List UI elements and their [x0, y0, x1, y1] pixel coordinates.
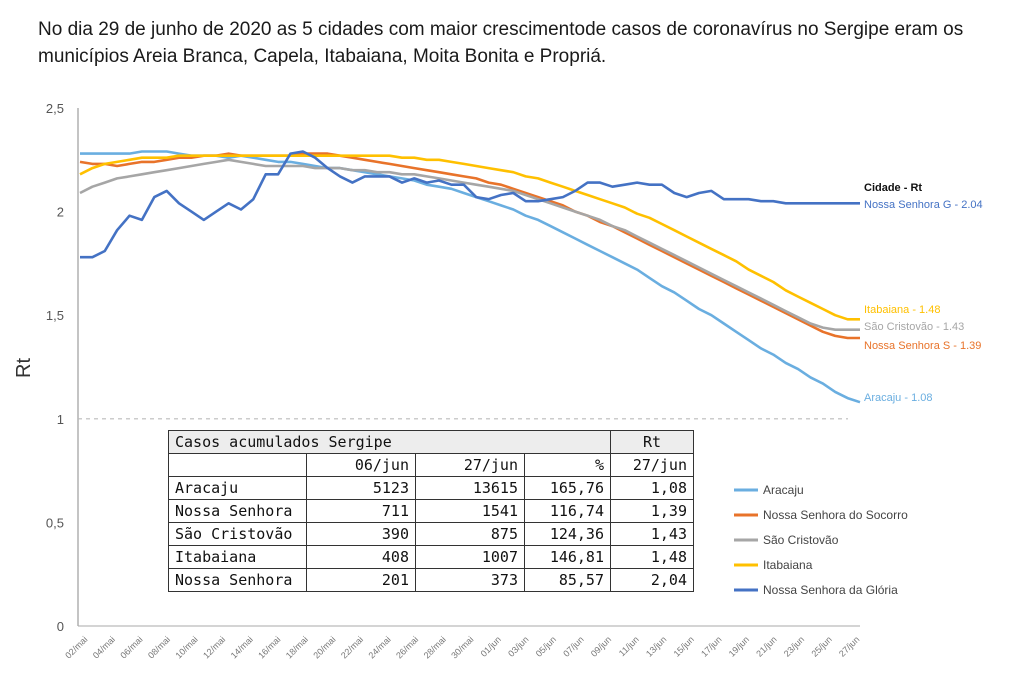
table-cell: 165,76 [524, 476, 611, 500]
x-tick-label: 24/mai [367, 634, 393, 660]
table-cell: 85,57 [524, 568, 611, 592]
table-cell: 390 [306, 522, 416, 546]
x-tick-label: 03/jun [506, 634, 530, 658]
table-title-row: Casos acumulados Sergipe Rt [168, 430, 694, 454]
x-tick-label: 09/jun [589, 634, 613, 658]
x-tick-label: 25/jun [809, 634, 833, 658]
x-tick-label: 13/jun [644, 634, 668, 658]
x-tick-label: 17/jun [699, 634, 723, 658]
table-cell: 201 [306, 568, 416, 592]
table-header-row: 06/jun 27/jun % 27/jun [168, 453, 694, 477]
legend-label: Itabaiana [763, 558, 813, 572]
x-tick-label: 07/jun [561, 634, 585, 658]
table-cell: 1,43 [610, 522, 694, 546]
end-label: Nossa Senhora G - 2.04 [864, 199, 983, 211]
y-axis-label: Rt [13, 358, 35, 378]
end-label: Nossa Senhora S - 1.39 [864, 340, 981, 352]
x-tick-label: 19/jun [727, 634, 751, 658]
series-line-3 [79, 154, 860, 321]
table-row: Itabaiana 408 1007 146,81 1,48 [168, 545, 694, 569]
x-tick-label: 28/mai [422, 634, 448, 660]
x-tick-label: 22/mai [339, 634, 365, 660]
x-tick-label: 16/mai [256, 634, 282, 660]
y-tick-label: 0,5 [46, 515, 64, 530]
end-labels-title: Cidade - Rt [864, 182, 922, 194]
table-header-cell [168, 453, 307, 477]
table-cell: 1,48 [610, 545, 694, 569]
y-tick-label: 1 [57, 412, 64, 427]
x-tick-label: 26/mai [394, 634, 420, 660]
x-tick-label: 06/mai [118, 634, 144, 660]
x-tick-label: 04/mai [91, 634, 117, 660]
table-header-cell: 06/jun [306, 453, 416, 477]
x-tick-label: 27/jun [837, 634, 861, 658]
x-tick-label: 05/jun [534, 634, 558, 658]
x-tick-label: 14/mai [229, 634, 255, 660]
table-cell: 13615 [415, 476, 525, 500]
chart-end-labels: Cidade - Rt Aracaju - 1.08 Nossa Senhora S… [864, 182, 983, 404]
table-cell: 1007 [415, 545, 525, 569]
y-tick-label: 1,5 [46, 308, 64, 323]
chart-legend: Aracaju Nossa Senhora do Socorro São Crist… [734, 483, 908, 597]
legend-label: Nossa Senhora da Glória [763, 583, 898, 597]
x-tick-label: 21/jun [754, 634, 778, 658]
y-tick-label: 2 [57, 205, 64, 220]
table-row: Nossa Senhora 711 1541 116,74 1,39 [168, 499, 694, 523]
chart-series [79, 150, 861, 404]
series-line-2 [79, 158, 860, 332]
legend-label: Aracaju [763, 483, 804, 497]
x-tick-label: 12/mai [201, 634, 227, 660]
y-tick-label: 0 [57, 619, 64, 634]
x-tick-label: 11/jun [617, 634, 641, 658]
table-cell: Itabaiana [168, 545, 307, 569]
x-tick-label: 18/mai [284, 634, 310, 660]
table-cell: 1541 [415, 499, 525, 523]
table-row: São Cristovão 390 875 124,36 1,43 [168, 522, 694, 546]
table-cell: São Cristovão [168, 522, 307, 546]
table-title: Casos acumulados Sergipe [168, 430, 611, 454]
table-cell: 124,36 [524, 522, 611, 546]
x-tick-label: 30/mai [449, 634, 475, 660]
table-row: Nossa Senhora 201 373 85,57 2,04 [168, 568, 694, 592]
legend-label: Nossa Senhora do Socorro [763, 508, 908, 522]
end-label: São Cristovão - 1.43 [864, 321, 964, 333]
x-tick-label: 23/jun [782, 634, 806, 658]
y-tick-label: 2,5 [46, 101, 64, 116]
series-line-1 [79, 152, 860, 340]
table-cell: 711 [306, 499, 416, 523]
series-line-4 [80, 150, 860, 259]
table-cell: 373 [415, 568, 525, 592]
table-cell: 408 [306, 545, 416, 569]
legend-label: São Cristovão [763, 533, 839, 547]
x-tick-label: 01/jun [479, 634, 503, 658]
table-cell: Aracaju [168, 476, 307, 500]
table-cell: Nossa Senhora [168, 499, 307, 523]
end-label: Aracaju - 1.08 [864, 392, 932, 404]
x-tick-label: 15/jun [672, 634, 696, 658]
table-header-cell: 27/jun [610, 453, 694, 477]
x-tick-label: 02/mai [63, 634, 89, 660]
x-tick-label: 20/mai [311, 634, 337, 660]
table-header-cell: % [524, 453, 611, 477]
table-row: Aracaju 5123 13615 165,76 1,08 [168, 476, 694, 500]
cases-summary-table: Casos acumulados Sergipe Rt 06/jun 27/ju… [168, 430, 694, 592]
x-tick-label: 10/mai [174, 634, 200, 660]
table-header-cell: 27/jun [415, 453, 525, 477]
table-cell: 875 [415, 522, 525, 546]
x-tick-label: 08/mai [146, 634, 172, 660]
table-cell: 2,04 [610, 568, 694, 592]
table-cell: Nossa Senhora [168, 568, 307, 592]
table-cell: 116,74 [524, 499, 611, 523]
headline: No dia 29 de junho de 2020 as 5 cidades … [38, 19, 964, 67]
table-cell: 5123 [306, 476, 416, 500]
table-cell: 146,81 [524, 545, 611, 569]
table-cell: 1,08 [610, 476, 694, 500]
table-cell: 1,39 [610, 499, 694, 523]
end-label: Itabaiana - 1.48 [864, 304, 940, 316]
table-rt-header: Rt [610, 430, 694, 454]
